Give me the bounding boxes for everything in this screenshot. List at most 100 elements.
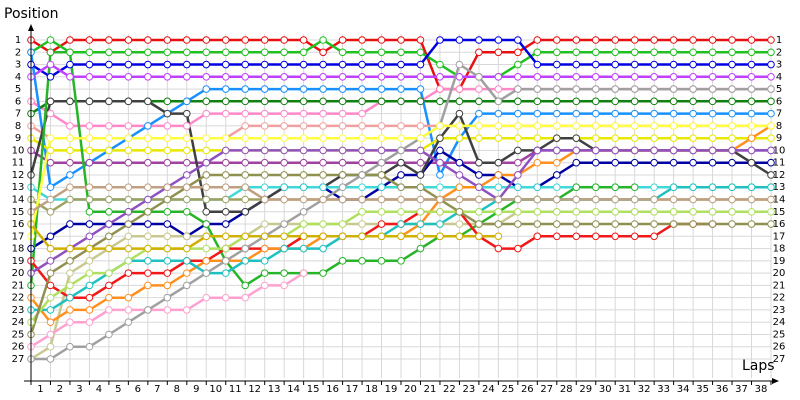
lap-marker [514, 171, 522, 179]
lap-marker [358, 171, 366, 179]
lap-marker [46, 97, 55, 106]
x-tick-label: 14 [287, 384, 300, 395]
lap-marker [66, 36, 74, 44]
lap-marker [124, 122, 133, 130]
y-tick-label-right: 14 [773, 195, 786, 206]
lap-marker [397, 48, 405, 57]
lap-marker [455, 171, 464, 179]
x-tick-label: 16 [326, 384, 339, 395]
lap-marker [494, 85, 503, 93]
lap-marker [397, 85, 405, 93]
lap-marker [377, 183, 386, 192]
lap-marker [728, 183, 736, 192]
lap-marker [377, 232, 386, 241]
lap-marker [669, 195, 678, 204]
lap-marker [552, 146, 561, 155]
lap-marker [416, 85, 425, 93]
lap-marker [377, 171, 386, 179]
lap-marker [650, 183, 658, 192]
lap-marker [182, 60, 191, 69]
lap-marker [416, 60, 425, 69]
lap-marker [280, 85, 288, 93]
lap-marker [319, 244, 327, 253]
lap-marker [46, 48, 55, 57]
lap-marker [299, 195, 308, 204]
lap-marker [630, 36, 639, 44]
lap-marker [105, 97, 113, 106]
lap-marker [494, 220, 503, 228]
lap-marker [767, 85, 775, 93]
lap-marker [260, 109, 269, 118]
lap-marker [514, 97, 522, 106]
lap-marker [572, 146, 581, 155]
lap-marker [767, 60, 775, 69]
lap-marker [260, 269, 269, 277]
lap-marker [611, 220, 620, 228]
lap-marker [397, 195, 405, 204]
lap-marker [241, 146, 250, 155]
lap-marker [611, 195, 620, 204]
lap-marker [611, 146, 620, 155]
lap-marker [85, 122, 94, 130]
lap-marker [182, 109, 191, 118]
lap-marker [708, 109, 717, 118]
lap-marker [319, 232, 327, 241]
lap-marker [728, 36, 736, 44]
lap-marker [416, 220, 425, 228]
lap-marker [124, 244, 133, 253]
lap-marker [124, 220, 133, 228]
lap-marker [708, 134, 717, 142]
lap-marker [650, 146, 658, 155]
lap-marker [299, 146, 308, 155]
lap-marker [377, 73, 386, 81]
lap-marker [338, 134, 347, 142]
lap-marker [436, 97, 444, 106]
lap-marker [533, 97, 542, 106]
lap-marker [202, 257, 211, 265]
lap-marker [689, 158, 697, 167]
lap-marker [338, 48, 347, 57]
lap-marker [689, 60, 697, 69]
lap-marker [494, 134, 503, 142]
lap-marker [514, 220, 522, 228]
lap-marker [689, 195, 697, 204]
lap-marker [299, 36, 308, 44]
lap-marker [630, 48, 639, 57]
lap-marker [416, 97, 425, 106]
lap-marker [552, 207, 561, 216]
y-tick-label-right: 5 [776, 84, 782, 95]
lap-marker [397, 220, 405, 228]
lap-marker [767, 146, 775, 155]
y-axis-title: Position [4, 6, 59, 22]
lap-marker [747, 220, 756, 228]
lap-marker [572, 232, 581, 241]
lap-marker [377, 48, 386, 57]
lap-marker [416, 134, 425, 142]
lap-marker [708, 146, 717, 155]
lap-marker [475, 158, 483, 167]
lap-marker [280, 171, 288, 179]
lap-marker [66, 60, 74, 69]
y-tick-label: 8 [15, 121, 21, 132]
lap-marker [202, 109, 211, 118]
lap-marker [46, 330, 55, 339]
x-tick-label: 17 [346, 384, 359, 395]
y-tick-label-right: 19 [773, 256, 786, 267]
lap-marker [533, 36, 542, 44]
lap-marker [260, 281, 269, 290]
lap-marker [280, 97, 288, 106]
lap-marker [533, 73, 542, 81]
x-tick-label: 20 [404, 384, 417, 395]
lap-marker [358, 158, 366, 167]
lap-marker [650, 48, 658, 57]
lap-marker [221, 134, 230, 142]
lap-marker [182, 134, 191, 142]
lap-marker [747, 158, 756, 167]
lap-marker [728, 195, 736, 204]
lap-marker [689, 97, 697, 106]
lap-marker [436, 171, 444, 179]
lap-marker [514, 207, 522, 216]
lap-marker [144, 36, 152, 44]
lap-marker [377, 220, 386, 228]
lap-marker [669, 60, 678, 69]
